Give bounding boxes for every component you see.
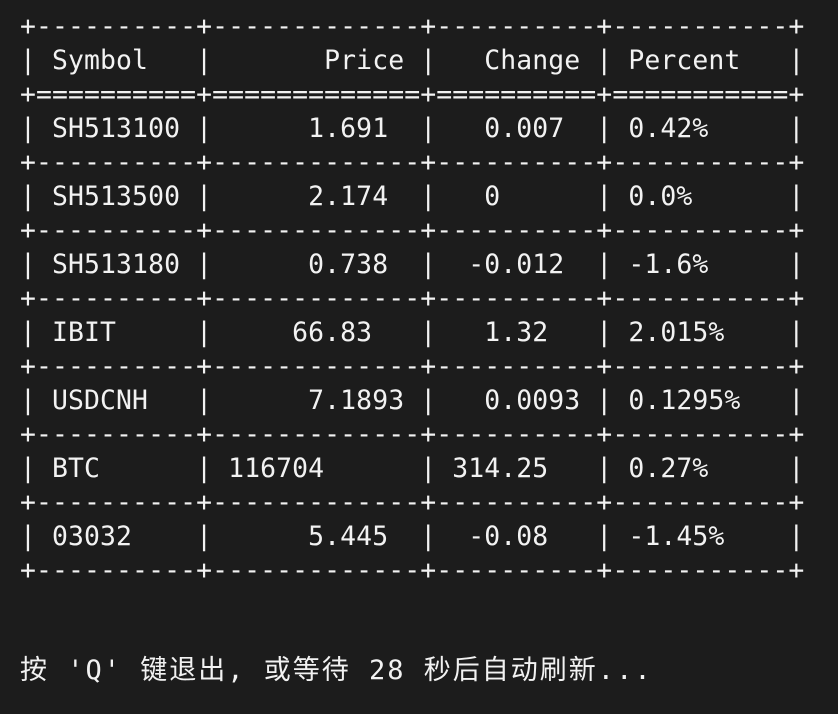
table-row: | SH513500 | 2.174 | 0 | 0.0% | [20,181,805,212]
table-row-border: +----------+-------------+----------+---… [20,147,805,178]
table-row-border: +----------+-------------+----------+---… [20,487,805,518]
status-message: 按 'Q' 键退出, 或等待 28 秒后自动刷新... [20,655,653,686]
table-border-top: +----------+-------------+----------+---… [20,11,805,42]
table-header-separator: +==========+=============+==========+===… [20,79,805,110]
table-row: | BTC | 116704 | 314.25 | 0.27% | [20,453,805,484]
table-row-border: +----------+-------------+----------+---… [20,283,805,314]
table-row: | 03032 | 5.445 | -0.08 | -1.45% | [20,521,805,552]
table-row: | SH513180 | 0.738 | -0.012 | -1.6% | [20,249,805,280]
table-row-border: +----------+-------------+----------+---… [20,215,805,246]
table-row-border: +----------+-------------+----------+---… [20,419,805,450]
table-row: | IBIT | 66.83 | 1.32 | 2.015% | [20,317,805,348]
table-row: | USDCNH | 7.1893 | 0.0093 | 0.1295% | [20,385,805,416]
table-row: | SH513100 | 1.691 | 0.007 | 0.42% | [20,113,805,144]
table-row-border: +----------+-------------+----------+---… [20,351,805,382]
table-header-row: | Symbol | Price | Change | Percent | [20,45,805,76]
table-border-bottom: +----------+-------------+----------+---… [20,555,805,586]
